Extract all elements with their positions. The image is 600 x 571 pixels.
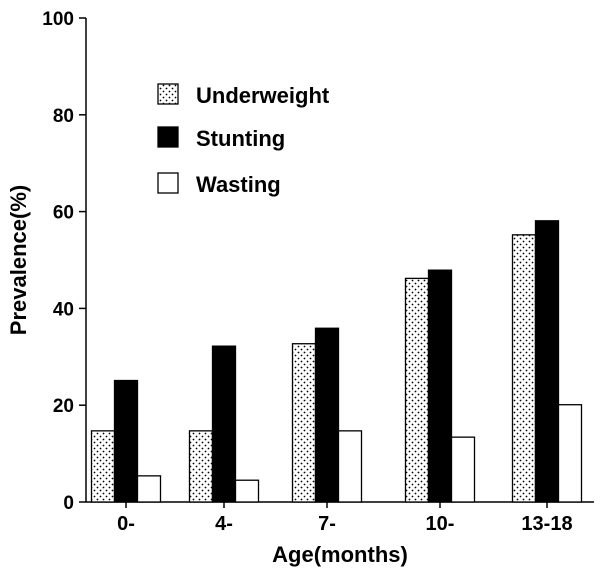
legend-label: Stunting xyxy=(196,126,285,151)
bar-wasting xyxy=(337,430,363,503)
x-category-label: 0- xyxy=(117,513,135,535)
bar-underweight xyxy=(291,343,317,503)
legend-label: Underweight xyxy=(196,83,330,108)
bar-wasting xyxy=(557,404,583,503)
bar-groups xyxy=(90,220,583,503)
bar-group xyxy=(188,345,260,503)
bar-underweight xyxy=(90,430,116,503)
bar-stunting xyxy=(534,220,560,503)
bar-underweight xyxy=(404,277,430,503)
legend-swatch xyxy=(157,172,179,194)
y-ticks: 0 20 40 60 80 100 xyxy=(42,9,86,514)
y-tick-label: 0 xyxy=(63,493,74,514)
bar-group xyxy=(511,220,583,503)
bar-wasting xyxy=(234,479,260,503)
y-tick-label: 20 xyxy=(53,396,74,417)
x-category-label: 7- xyxy=(318,513,336,535)
y-tick-label: 100 xyxy=(42,9,74,30)
legend-item-stunting: Stunting xyxy=(157,126,285,151)
bar-stunting xyxy=(113,379,139,503)
bar-group xyxy=(90,379,162,503)
bar-wasting xyxy=(136,475,162,503)
bar-group xyxy=(404,269,476,503)
y-tick-label: 80 xyxy=(53,106,74,127)
bar-underweight xyxy=(511,234,537,503)
bar-stunting xyxy=(314,327,340,503)
bar-stunting xyxy=(211,345,237,503)
chart-legend: Underweight Stunting Wasting xyxy=(157,83,330,197)
x-category-label: 13-18 xyxy=(521,513,572,535)
legend-swatch xyxy=(157,126,179,148)
bar-group xyxy=(291,327,363,503)
chart-axes: 0 20 40 60 80 100 xyxy=(42,9,594,514)
legend-label: Wasting xyxy=(196,172,281,197)
legend-swatch xyxy=(157,83,179,105)
bar-underweight xyxy=(188,430,214,503)
bar-wasting xyxy=(450,436,476,503)
y-tick-label: 40 xyxy=(53,299,74,320)
x-axis-title: Age(months) xyxy=(272,542,408,567)
x-category-labels: 0- 4- 7- 10- 13-18 xyxy=(117,502,573,535)
x-category-label: 10- xyxy=(426,513,455,535)
legend-item-wasting: Wasting xyxy=(157,172,281,197)
bar-stunting xyxy=(427,269,453,503)
x-category-label: 4- xyxy=(215,513,233,535)
y-tick-label: 60 xyxy=(53,203,74,224)
y-axis-title: Prevalence(%) xyxy=(6,185,31,335)
legend-item-underweight: Underweight xyxy=(157,83,330,108)
